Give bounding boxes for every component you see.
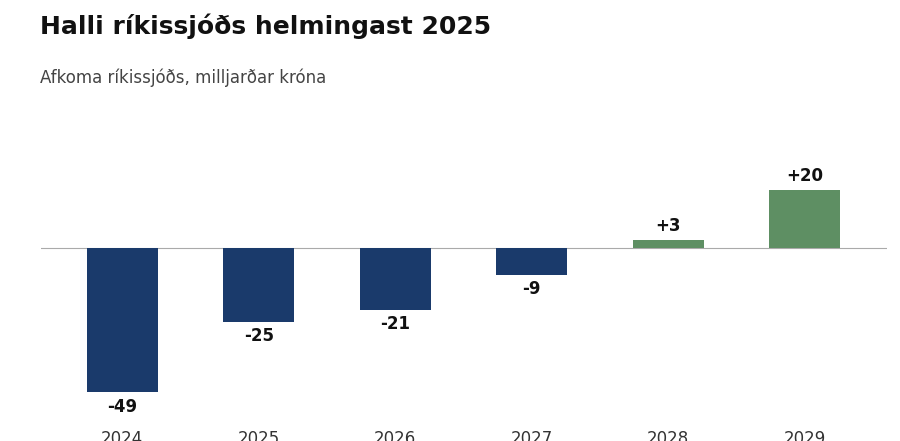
Text: -49: -49	[107, 398, 138, 416]
Text: -21: -21	[381, 315, 410, 333]
Text: +3: +3	[655, 217, 681, 235]
Bar	[360, 248, 431, 310]
Text: +20: +20	[786, 167, 824, 185]
Text: -25: -25	[244, 327, 274, 345]
Bar	[496, 248, 567, 275]
Bar	[87, 248, 158, 392]
Text: -9: -9	[523, 280, 541, 298]
Bar	[223, 248, 294, 322]
Text: Halli ríkissjóðs helmingast 2025: Halli ríkissjóðs helmingast 2025	[40, 13, 491, 39]
Bar	[633, 239, 704, 248]
Bar	[770, 190, 840, 248]
Text: Afkoma ríkissjóðs, milljarðar króna: Afkoma ríkissjóðs, milljarðar króna	[40, 68, 327, 87]
